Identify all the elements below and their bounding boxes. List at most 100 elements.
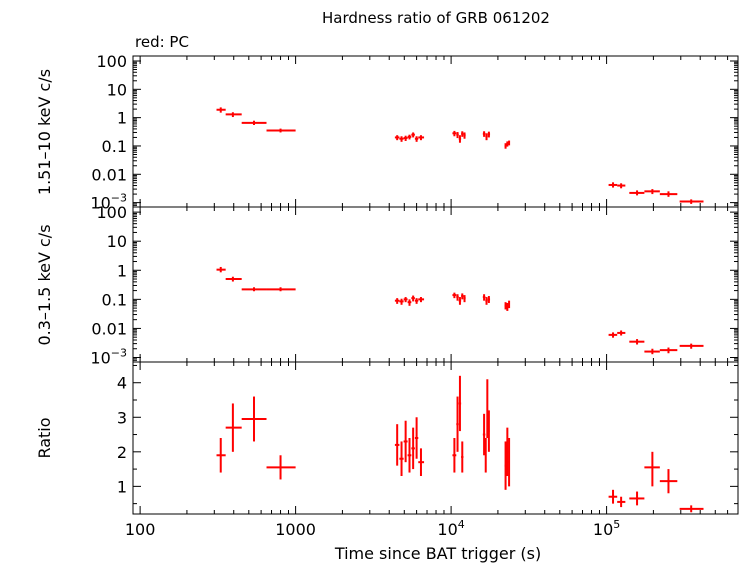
- ratio-panel-frame: [132, 361, 739, 515]
- hard-data-point: [394, 135, 400, 141]
- hard-panel-frame: [132, 55, 739, 208]
- hard-data-point: [487, 131, 491, 138]
- soft-data-point: [403, 297, 408, 303]
- soft-data-point: [504, 302, 507, 310]
- soft-panel-frame: [132, 206, 739, 363]
- hard-data-point: [216, 107, 226, 113]
- x-tick-label: 1000: [275, 520, 316, 539]
- ratio-data-point: [644, 451, 660, 487]
- ratio-data-point: [504, 441, 507, 490]
- chart-title: Hardness ratio of GRB 061202: [322, 9, 550, 27]
- soft-band-panel: 100 10 1 0.1 0.01 10−3: [90, 203, 739, 367]
- soft-data-point: [482, 294, 486, 301]
- soft-y-tick-label: 100: [96, 203, 127, 222]
- ratio-y-tick-label: 1: [117, 477, 127, 496]
- hard-data-point: [461, 131, 464, 137]
- hard-data-point: [629, 190, 645, 196]
- hard-data-point: [458, 135, 462, 143]
- hard-data-point: [266, 128, 296, 133]
- soft-band-y-axis-label: 0.3–1.5 keV c/s: [35, 224, 54, 345]
- hard-data-point: [608, 182, 618, 188]
- ratio-data-point: [225, 403, 242, 452]
- soft-data-point: [399, 298, 404, 305]
- hard-data-point: [659, 191, 678, 197]
- hard-data-point: [414, 136, 419, 142]
- hard-data-point: [403, 135, 408, 141]
- soft-data-point: [414, 298, 419, 304]
- soft-data-point: [461, 293, 464, 300]
- soft-data-point: [456, 294, 459, 301]
- ratio-data-point: [414, 417, 419, 459]
- ratio-data-point: [484, 438, 487, 473]
- soft-data-point: [411, 295, 415, 302]
- soft-y-tick-label: 0.01: [91, 319, 127, 338]
- ratio-data-point: [241, 396, 267, 442]
- hard-data-point: [407, 134, 412, 140]
- hard-data-point: [452, 130, 457, 137]
- soft-data-point: [225, 276, 242, 282]
- hard-data-point: [225, 112, 242, 118]
- ratio-data-point: [486, 379, 489, 438]
- hard-y-tick-label: 1: [117, 109, 127, 128]
- soft-data-point: [679, 343, 704, 349]
- hard-y-tick-label: 10: [107, 80, 127, 99]
- hard-y-tick-label: 0.1: [102, 137, 127, 156]
- ratio-y-tick-label: 2: [117, 443, 127, 462]
- soft-y-tick-label: 10−3: [90, 346, 127, 367]
- hard-data-point: [617, 183, 626, 189]
- x-axis-label: Time since BAT trigger (s): [334, 544, 541, 563]
- hard-band-y-axis-label: 1.51–10 keV c/s: [35, 69, 54, 195]
- soft-data-point: [418, 297, 425, 303]
- soft-data-point: [241, 287, 267, 292]
- hard-data-point: [482, 131, 486, 137]
- soft-y-tick-label: 0.1: [102, 290, 127, 309]
- soft-y-tick-label: 1: [117, 261, 127, 280]
- soft-data-point: [452, 292, 457, 299]
- ratio-data-point: [452, 438, 457, 473]
- soft-data-point: [394, 298, 400, 304]
- x-tick-label: 100: [125, 520, 156, 539]
- ratio-data-point: [617, 496, 626, 508]
- soft-data-point: [216, 266, 226, 273]
- ratio-data-point: [506, 427, 509, 476]
- ratio-data-point: [266, 455, 296, 480]
- soft-data-point: [508, 300, 511, 309]
- ratio-data-point: [418, 448, 425, 476]
- soft-data-point: [407, 299, 412, 306]
- hard-data-point: [463, 132, 466, 139]
- soft-data-point: [485, 297, 488, 305]
- soft-y-tick-label: 10: [107, 232, 127, 251]
- hard-data-point: [506, 141, 509, 147]
- ratio-data-point: [411, 427, 415, 470]
- hard-data-point: [508, 140, 511, 146]
- ratio-data-point: [482, 413, 486, 456]
- soft-data-point: [629, 339, 645, 345]
- hard-data-point: [504, 143, 507, 149]
- soft-data-point: [463, 295, 466, 303]
- ratio-panel: 1 2 3 4 100 1000 104 105: [117, 361, 739, 539]
- ratio-data-point: [487, 410, 490, 452]
- hard-data-point: [411, 132, 415, 138]
- ratio-data-point: [508, 438, 511, 487]
- x-tick-label: 105: [593, 518, 620, 539]
- hard-y-tick-label: 100: [96, 52, 127, 71]
- hard-data-point: [399, 136, 404, 142]
- ratio-data-point: [679, 505, 704, 513]
- soft-data-point: [659, 347, 678, 354]
- soft-data-point: [617, 330, 626, 336]
- soft-data-point: [458, 297, 462, 305]
- hard-y-tick-label: 0.01: [91, 165, 127, 184]
- soft-data-point: [487, 296, 491, 303]
- ratio-y-tick-label: 3: [117, 408, 127, 427]
- x-tick-label: 104: [437, 518, 464, 539]
- ratio-y-axis-label: Ratio: [35, 417, 54, 458]
- ratio-data-point: [403, 420, 408, 463]
- soft-data-point: [266, 287, 296, 292]
- hard-data-point: [241, 120, 267, 125]
- ratio-data-point: [216, 438, 226, 473]
- soft-data-point: [644, 348, 660, 355]
- hard-data-point: [418, 135, 425, 141]
- ratio-data-point: [407, 438, 412, 473]
